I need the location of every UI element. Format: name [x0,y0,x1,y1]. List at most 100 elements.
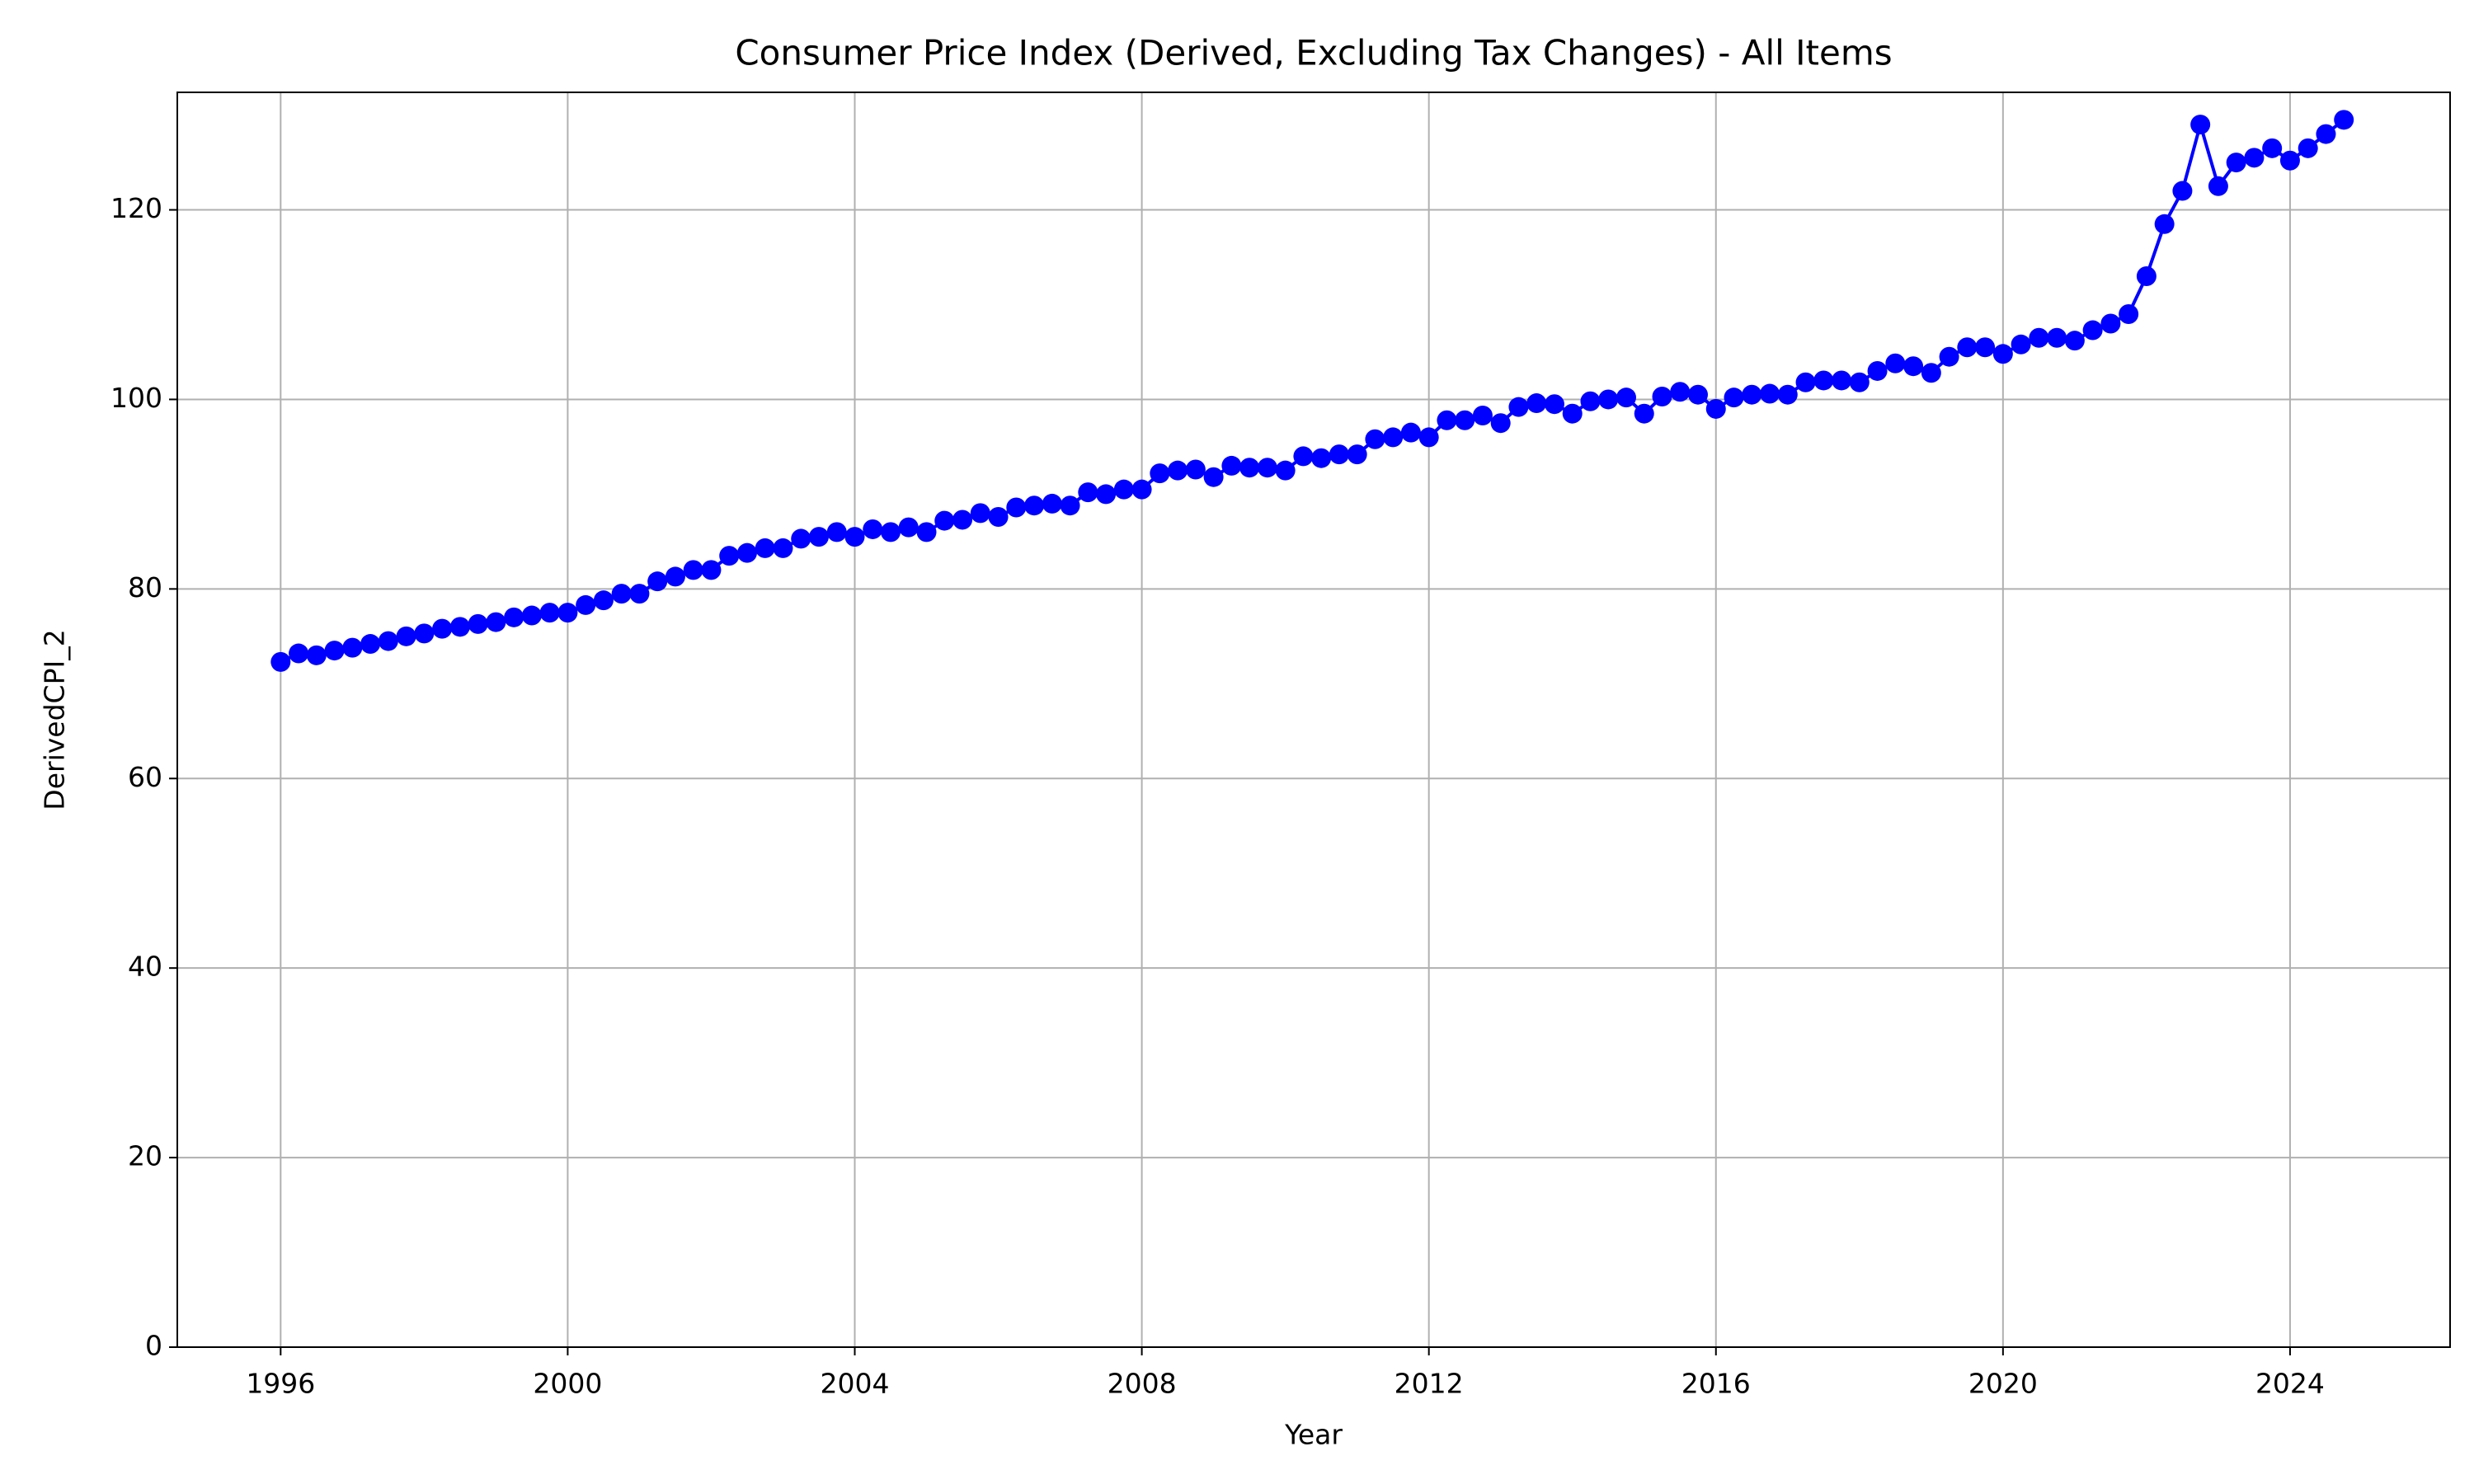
data-point [1490,413,1511,434]
data-point [826,522,847,542]
data-point [289,643,309,664]
y-tick-label: 40 [128,951,162,983]
data-point [2262,138,2283,158]
data-point [1042,493,1062,514]
plot-frame [176,92,2451,1348]
data-point [1006,497,1027,518]
data-point [1724,387,1744,408]
chart-title: Consumer Price Index (Derived, Excluding… [735,33,1892,73]
data-point [881,522,901,542]
data-point [1921,363,1941,383]
data-point [324,641,345,661]
data-point [576,594,596,615]
data-point [1455,410,1475,430]
data-point [916,522,937,542]
data-point [719,546,740,566]
data-point [898,517,919,538]
data-point [1885,353,1906,373]
data-point [970,503,990,524]
y-tick-label: 60 [128,761,162,793]
data-point [1113,479,1134,500]
data-point [1131,479,1152,500]
data-point [1670,382,1691,402]
y-tick-label: 120 [111,192,162,224]
data-point [2064,331,2085,351]
data-point [1275,460,1296,481]
data-point [2334,110,2354,130]
data-point [449,617,470,637]
data-point [468,613,488,634]
data-point [2316,124,2336,144]
x-tick-label: 2024 [2255,1368,2325,1400]
data-point [1634,403,1654,424]
data-point [1150,463,1170,484]
data-point [396,626,416,646]
data-point [1939,346,1959,367]
data-point [1024,495,1045,516]
data-point [647,571,668,592]
data-point [1347,444,1367,465]
data-point [808,527,829,547]
data-point [1813,370,1834,391]
data-point [1992,344,2013,364]
data-point [432,618,453,639]
data-point [1418,427,1439,448]
data-point [1688,384,1709,405]
data-point [2082,320,2103,340]
data-point [683,560,703,580]
data-point [2136,266,2157,287]
data-point [844,527,865,547]
data-point [1598,389,1619,410]
data-point [2011,334,2031,355]
data-point [1400,422,1421,443]
data-point [1221,455,1242,476]
data-point [934,510,955,531]
data-point [1078,482,1098,503]
x-tick-label: 2004 [820,1368,889,1400]
data-point [701,560,722,580]
data-point [863,519,883,539]
data-point [1562,403,1583,424]
data-point [1293,446,1314,467]
data-point [2172,181,2193,201]
data-point [1239,458,1260,478]
data-point [736,542,757,563]
data-point [1867,360,1888,381]
data-point [611,584,632,604]
data-point [1203,467,1224,487]
data-point [755,538,775,558]
y-axis-label: DerivedCPI_2 [39,629,71,810]
data-point [2119,303,2139,324]
data-point [1257,458,1277,478]
data-point [791,528,811,549]
data-point [2226,153,2246,173]
data-point [1437,410,1457,430]
data-point [557,603,578,623]
data-point [1508,397,1529,417]
data-point [665,566,685,587]
y-tick-label: 100 [111,382,162,414]
y-tick-label: 0 [145,1330,162,1362]
x-tick-label: 2012 [1395,1368,1464,1400]
data-point [1705,398,1726,419]
data-point [1311,448,1332,468]
data-point [1060,495,1080,516]
data-point [952,510,973,530]
data-point [1742,384,1762,405]
data-point [2190,115,2211,135]
data-point [486,612,506,632]
y-tick-label: 20 [128,1140,162,1172]
data-point [1329,444,1349,465]
data-point [2279,150,2300,171]
data-point [593,590,614,611]
data-point [773,538,793,558]
data-point [1616,387,1636,408]
data-point [2154,214,2175,234]
data-point [1580,391,1601,411]
data-point [1544,394,1564,415]
y-tick-label: 80 [128,571,162,603]
data-point [414,623,435,644]
data-point [1832,370,1852,391]
